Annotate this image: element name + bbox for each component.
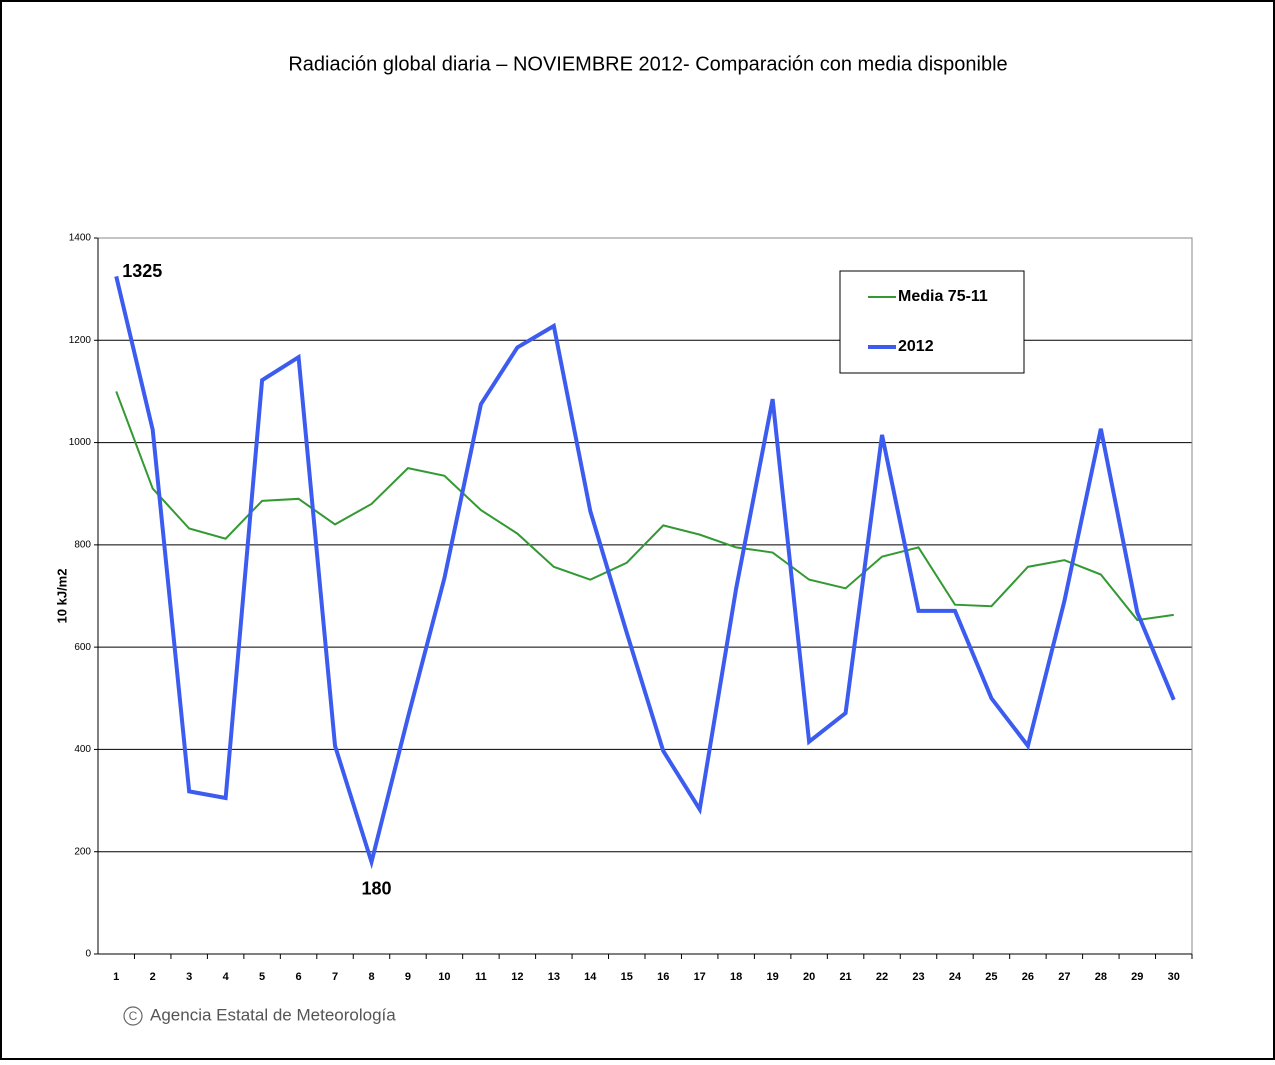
- x-tick-label: 25: [985, 971, 997, 983]
- x-tick-label: 1: [113, 971, 119, 983]
- x-tick-label: 13: [548, 971, 560, 983]
- x-tick-label: 19: [767, 971, 779, 983]
- y-tick-label: 800: [74, 539, 91, 550]
- x-tick-label: 5: [259, 971, 265, 983]
- x-tick-label: 27: [1058, 971, 1070, 983]
- x-tick-label: 3: [186, 971, 192, 983]
- x-tick-label: 8: [368, 971, 374, 983]
- x-tick-label: 6: [296, 971, 302, 983]
- x-tick-label: 4: [223, 971, 230, 983]
- x-tick-label: 11: [475, 971, 487, 983]
- y-tick-label: 600: [74, 642, 91, 653]
- x-tick-label: 7: [332, 971, 338, 983]
- y-tick-label: 1000: [69, 437, 92, 448]
- y-tick-label: 1200: [69, 335, 92, 346]
- x-tick-label: 12: [511, 971, 523, 983]
- x-tick-label: 15: [621, 971, 633, 983]
- x-tick-label: 21: [839, 971, 851, 983]
- y-tick-label: 0: [85, 949, 91, 960]
- chart-title: Radiación global diaria – NOVIEMBRE 2012…: [288, 53, 1007, 75]
- legend-label: 2012: [898, 338, 934, 355]
- x-tick-label: 24: [949, 971, 962, 983]
- x-tick-label: 30: [1168, 971, 1180, 983]
- y-tick-label: 400: [74, 744, 91, 755]
- source-logo: C: [123, 1006, 143, 1026]
- x-tick-label: 2: [150, 971, 156, 983]
- x-tick-label: 23: [912, 971, 924, 983]
- data-label: 180: [362, 879, 392, 899]
- source: Agencia Estatal de Meteorología: [150, 1005, 396, 1024]
- legend-box: [839, 270, 1025, 374]
- x-tick-label: 18: [730, 971, 742, 983]
- x-tick-label: 22: [876, 971, 888, 983]
- series-line: [114, 275, 1176, 870]
- x-tick-label: 20: [803, 971, 815, 983]
- x-tick-label: 29: [1131, 971, 1143, 983]
- x-tick-label: 10: [438, 971, 450, 983]
- x-tick-label: 9: [405, 971, 411, 983]
- y-tick-label: 200: [74, 846, 91, 857]
- data-label: 1325: [122, 261, 162, 281]
- y-tick-label: 1400: [69, 233, 92, 244]
- y-axis-label: 10 kJ/m2: [54, 569, 69, 624]
- legend-label: Media 75-11: [898, 288, 988, 305]
- series-line: [115, 391, 1174, 622]
- x-tick-label: 17: [694, 971, 706, 983]
- legend: Media 75-11 2012: [839, 270, 1025, 374]
- x-tick-label: 26: [1022, 971, 1034, 983]
- x-tick-label: 14: [584, 971, 597, 983]
- x-tick-label: 28: [1095, 971, 1107, 983]
- x-tick-label: 16: [657, 971, 669, 983]
- copyright-c: C: [129, 1009, 138, 1023]
- copyright-icon: [123, 1006, 143, 1026]
